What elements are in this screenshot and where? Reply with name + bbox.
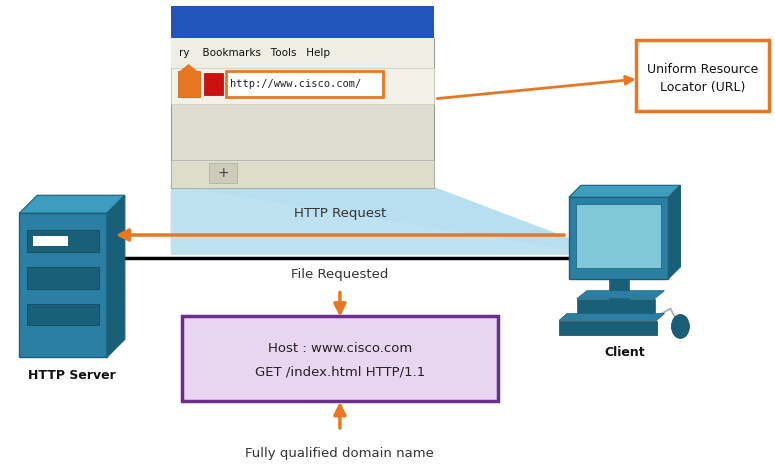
FancyBboxPatch shape xyxy=(576,204,662,268)
FancyBboxPatch shape xyxy=(170,68,435,104)
Text: ry    Bookmarks   Tools   Help: ry Bookmarks Tools Help xyxy=(178,48,329,58)
FancyBboxPatch shape xyxy=(27,267,99,289)
FancyBboxPatch shape xyxy=(19,213,107,357)
Polygon shape xyxy=(170,185,614,255)
Text: HTTP Server: HTTP Server xyxy=(28,369,116,382)
Text: File Requested: File Requested xyxy=(291,268,388,281)
Ellipse shape xyxy=(671,315,690,338)
Polygon shape xyxy=(107,195,125,357)
Polygon shape xyxy=(170,185,618,258)
FancyBboxPatch shape xyxy=(177,71,199,97)
Polygon shape xyxy=(559,314,664,321)
Polygon shape xyxy=(577,291,664,298)
FancyBboxPatch shape xyxy=(27,304,99,325)
FancyBboxPatch shape xyxy=(209,164,237,184)
FancyBboxPatch shape xyxy=(181,315,498,401)
Text: http://www.cisco.com/: http://www.cisco.com/ xyxy=(230,79,362,89)
Text: Uniform Resource
Locator (URL): Uniform Resource Locator (URL) xyxy=(646,63,758,95)
FancyBboxPatch shape xyxy=(170,38,435,188)
FancyBboxPatch shape xyxy=(170,38,435,68)
Polygon shape xyxy=(669,185,680,279)
FancyBboxPatch shape xyxy=(608,279,629,298)
FancyBboxPatch shape xyxy=(559,321,656,335)
Polygon shape xyxy=(569,185,680,197)
FancyBboxPatch shape xyxy=(577,298,655,316)
FancyBboxPatch shape xyxy=(569,197,669,279)
FancyBboxPatch shape xyxy=(27,230,99,252)
FancyBboxPatch shape xyxy=(226,71,383,97)
FancyBboxPatch shape xyxy=(170,160,435,188)
Text: Fully qualified domain name: Fully qualified domain name xyxy=(246,447,434,460)
Text: ✔: ✔ xyxy=(217,168,228,181)
Polygon shape xyxy=(178,64,198,72)
Text: +: + xyxy=(218,166,229,180)
FancyBboxPatch shape xyxy=(636,40,769,111)
Text: Host : www.cisco.com: Host : www.cisco.com xyxy=(268,342,412,355)
FancyBboxPatch shape xyxy=(170,6,435,38)
FancyBboxPatch shape xyxy=(33,236,68,246)
Text: Client: Client xyxy=(604,346,645,359)
Text: HTTP Request: HTTP Request xyxy=(294,207,386,220)
Polygon shape xyxy=(19,195,125,213)
Text: GET /index.html HTTP/1.1: GET /index.html HTTP/1.1 xyxy=(255,366,425,379)
FancyBboxPatch shape xyxy=(204,73,223,95)
